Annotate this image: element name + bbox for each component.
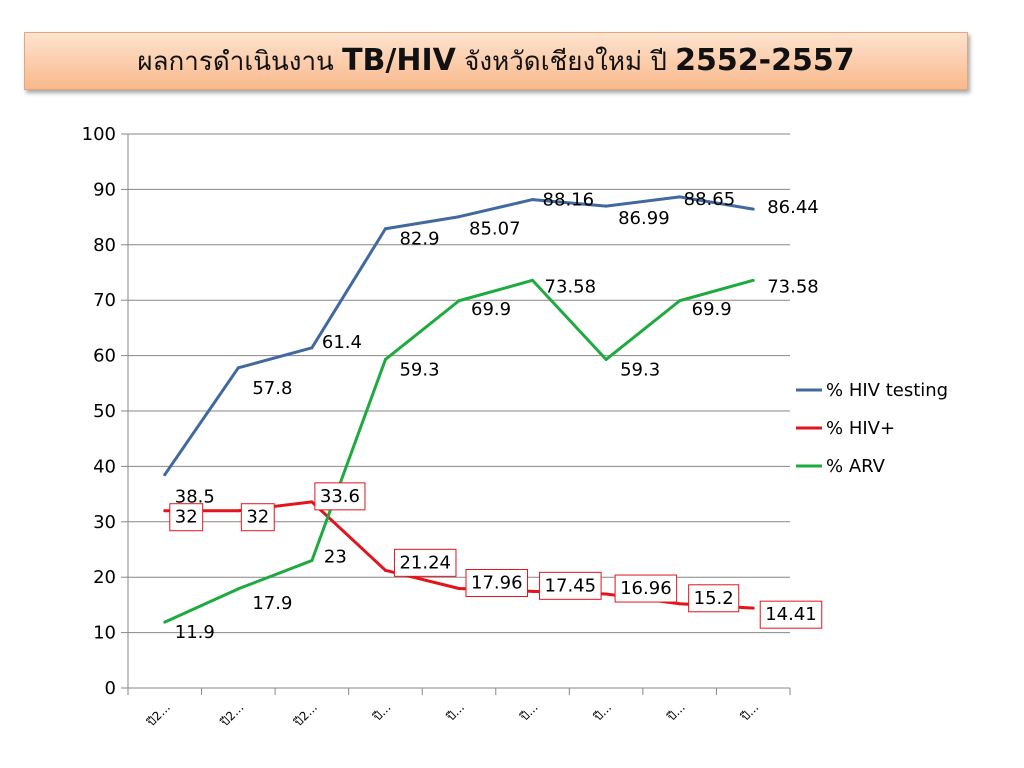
data-label: 69.9 — [692, 299, 732, 320]
chart-title: ผลการดำเนินงาน TB/HIV จังหวัดเชียงใหม่ ป… — [137, 41, 854, 82]
y-tick-label: 10 — [93, 623, 116, 644]
data-label-box — [169, 503, 204, 532]
legend-entry: % HIV+ — [826, 418, 895, 439]
data-label: 86.99 — [618, 208, 670, 229]
legend-entry: % HIV testing — [826, 380, 948, 401]
data-label: 61.4 — [322, 332, 362, 353]
y-tick-label: 20 — [93, 567, 116, 588]
data-point — [604, 592, 608, 596]
data-label: 32 — [175, 507, 198, 528]
data-label: 17.45 — [545, 575, 597, 596]
series-line — [163, 195, 754, 476]
title-part-4: 2552-2557 — [675, 42, 855, 78]
data-point — [751, 207, 755, 211]
x-tick-label: ปี2... — [217, 700, 246, 729]
data-label: 15.2 — [694, 588, 734, 609]
data-point — [457, 215, 461, 219]
data-label: 57.8 — [252, 378, 292, 399]
title-banner: ผลการดำเนินงาน TB/HIV จังหวัดเชียงใหม่ ป… — [24, 32, 968, 90]
data-label-box — [688, 584, 740, 613]
data-label-box — [240, 503, 275, 532]
data-point — [531, 278, 535, 282]
x-tick-label: ปี... — [517, 700, 541, 724]
data-label: 88.16 — [543, 190, 595, 211]
data-label: 38.5 — [175, 487, 215, 508]
data-point — [236, 366, 240, 370]
data-point — [236, 509, 240, 513]
x-tick-label: ปี2... — [144, 700, 173, 729]
y-tick-label: 90 — [93, 179, 116, 200]
data-point — [383, 357, 387, 361]
y-tick-label: 80 — [93, 235, 116, 256]
data-label: 86.44 — [767, 197, 819, 218]
data-point — [457, 299, 461, 303]
data-point — [383, 227, 387, 231]
data-label-box — [314, 482, 366, 511]
y-tick-label: 40 — [93, 456, 116, 477]
data-label-box — [614, 574, 678, 603]
data-label-box — [539, 571, 602, 600]
y-tick-label: 50 — [93, 401, 116, 422]
data-point — [678, 299, 682, 303]
data-point — [751, 606, 755, 610]
data-point — [163, 473, 167, 477]
data-label: 23 — [324, 547, 347, 568]
x-tick-label: ปี... — [370, 700, 394, 724]
data-point — [163, 620, 167, 624]
data-point — [604, 204, 608, 208]
data-label-box — [465, 569, 529, 598]
data-point — [236, 587, 240, 591]
legend-entry: % ARV — [826, 456, 886, 477]
title-part-3: จังหวัดเชียงใหม่ ปี — [455, 46, 676, 77]
y-tick-label: 60 — [93, 346, 116, 367]
data-label: 17.9 — [252, 593, 292, 614]
data-label: 21.24 — [399, 552, 451, 573]
x-tick-label: ปี... — [590, 700, 614, 724]
x-tick-label: ปี... — [738, 700, 762, 724]
data-point — [531, 589, 535, 593]
data-point — [604, 357, 608, 361]
data-label: 59.3 — [620, 359, 660, 380]
data-label: 69.9 — [471, 299, 511, 320]
data-label: 11.9 — [175, 622, 215, 643]
data-point — [310, 346, 314, 350]
x-tick-label: ปี... — [664, 700, 688, 724]
y-tick-label: 70 — [93, 290, 116, 311]
y-tick-label: 100 — [82, 124, 116, 145]
data-label: 82.9 — [399, 229, 439, 250]
x-tick-label: ปี... — [443, 700, 467, 724]
data-label: 17.96 — [471, 573, 523, 594]
series-line — [164, 278, 754, 624]
x-tick-label: ปี2... — [291, 700, 320, 729]
data-label: 32 — [246, 507, 269, 528]
title-part-2: TB/HIV — [342, 42, 456, 78]
data-label: 73.58 — [545, 276, 597, 297]
data-point — [383, 568, 387, 572]
data-point — [310, 500, 314, 504]
data-label: 88.65 — [684, 189, 736, 210]
data-point — [678, 195, 682, 199]
data-point — [531, 198, 535, 202]
data-label: 33.6 — [320, 486, 360, 507]
data-point — [163, 509, 167, 513]
data-label-box — [393, 548, 457, 577]
data-label: 73.58 — [767, 276, 819, 297]
data-point — [751, 278, 755, 282]
data-label: 85.07 — [469, 219, 521, 240]
data-label: 16.96 — [620, 578, 672, 599]
y-tick-label: 0 — [105, 678, 116, 699]
title-part-1: ผลการดำเนินงาน — [137, 46, 343, 77]
data-label-box — [759, 600, 823, 629]
data-label: 59.3 — [399, 359, 439, 380]
y-tick-label: 30 — [93, 512, 116, 533]
data-label: 14.41 — [765, 604, 817, 625]
data-point — [457, 587, 461, 591]
data-point — [310, 559, 314, 563]
data-point — [678, 602, 682, 606]
